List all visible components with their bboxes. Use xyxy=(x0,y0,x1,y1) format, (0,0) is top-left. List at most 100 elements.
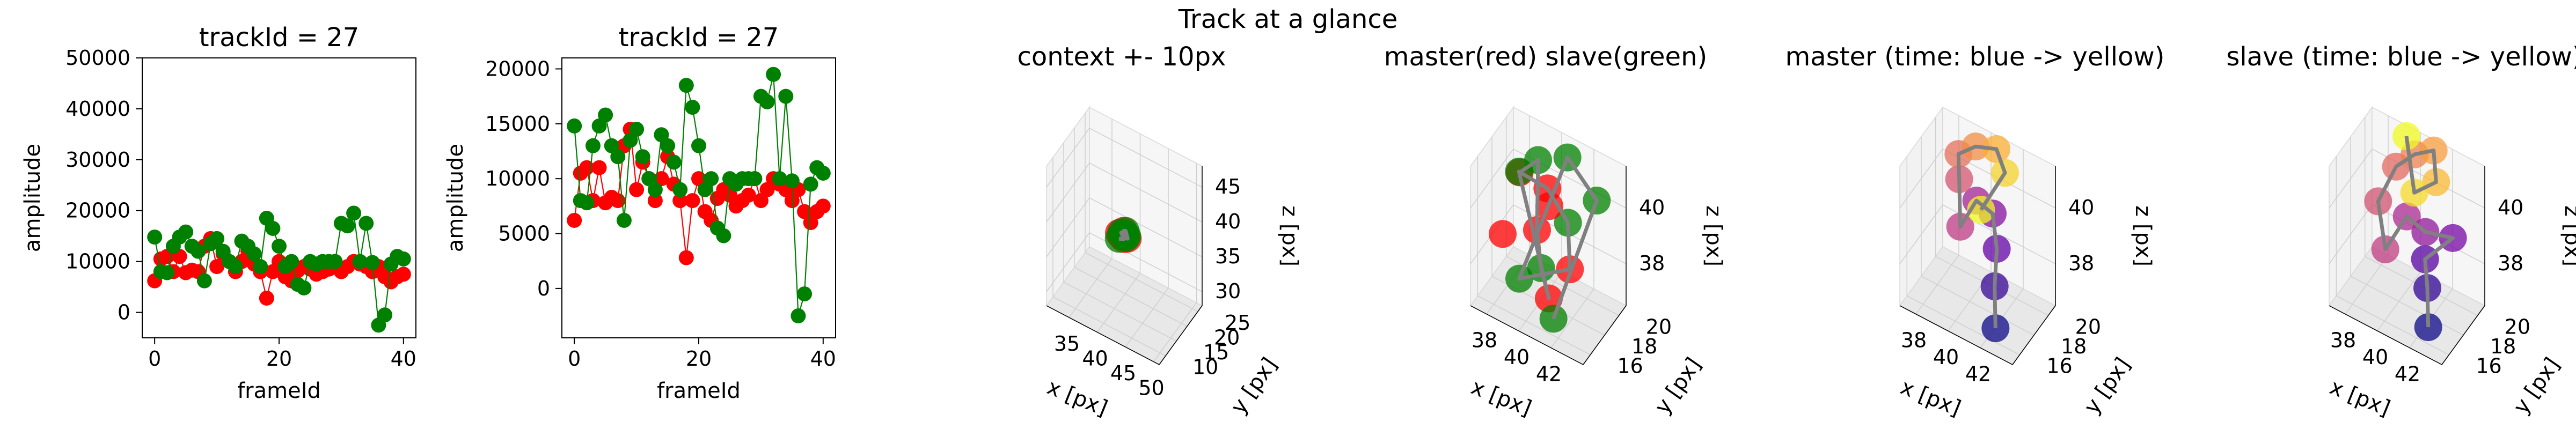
chart4-x-axis-label: x [px] xyxy=(1468,375,1535,421)
chart2-slave-point xyxy=(685,100,700,115)
chart2-master-point xyxy=(753,193,769,209)
chart2-x-tick-label: 40 xyxy=(810,347,836,371)
chart5-y-tick-label: 18 xyxy=(2061,335,2087,358)
chart4-point xyxy=(1489,220,1517,248)
chart2-y-axis-label: amplitude xyxy=(443,144,468,252)
chart6-y-axis-label: y [px] xyxy=(2509,353,2565,419)
chart3-x-axis-label: x [px] xyxy=(1044,375,1111,421)
chart2-y-tick-label: 20000 xyxy=(485,57,550,80)
chart5-x-tick-label: 42 xyxy=(1965,363,1991,386)
chart3-y-tick-label: 20 xyxy=(1214,326,1240,350)
chart2-y-tick-label: 5000 xyxy=(498,222,550,246)
chart2-slave-point xyxy=(791,308,806,324)
chart1-slave-point xyxy=(377,307,393,323)
chart4-x-tick-label: 42 xyxy=(1536,363,1562,386)
chart2-slave-point xyxy=(697,182,713,197)
chart4-x-tick-label: 40 xyxy=(1504,345,1529,369)
chart6-z-tick-label: 38 xyxy=(2498,252,2523,275)
chart4-z-tick-label: 38 xyxy=(1639,252,1665,275)
chart2-master-point xyxy=(722,187,737,203)
chart1-y-tick-label: 0 xyxy=(118,301,130,324)
chart1-x-tick-label: 20 xyxy=(266,347,292,371)
chart1-slave-point xyxy=(284,254,299,269)
chart3-x-axis-line xyxy=(1046,305,1160,365)
chart1-slave-point xyxy=(178,224,194,240)
chart2-master-point xyxy=(784,193,800,209)
chart4-y-axis-label: y [px] xyxy=(1650,353,1707,419)
chart1-slave-point xyxy=(228,259,243,275)
chart3-z-tick-label: 45 xyxy=(1215,175,1241,198)
figure-suptitle: Track at a glance xyxy=(1178,4,1398,34)
chart4-y-grid xyxy=(1477,156,1591,356)
chart1-slave-point xyxy=(346,205,362,221)
chart6-y-grid xyxy=(2364,117,2478,316)
chart1-x-axis-label: frameId xyxy=(237,379,321,403)
chart1-slave-point xyxy=(327,254,343,269)
chart6-title: slave (time: blue -> yellow) xyxy=(2226,42,2576,72)
chart4-y-grid xyxy=(1491,137,1605,336)
chart6-x-tick-label: 40 xyxy=(2362,345,2388,369)
chart1-y-tick-label: 30000 xyxy=(65,148,130,172)
chart3-z-grid xyxy=(1046,128,1203,188)
chart1-y-tick-label: 40000 xyxy=(65,97,130,121)
chart5-z-axis-label: z [px] xyxy=(2131,205,2155,267)
chart4-x-tick-label: 38 xyxy=(1472,329,1497,352)
chart2-master-point xyxy=(591,160,607,175)
chart2-master-point xyxy=(654,171,669,187)
chart2-slave-point xyxy=(772,171,787,187)
chart6-x-tick-label: 42 xyxy=(2395,363,2420,386)
chart1-x-tick-label: 40 xyxy=(391,347,416,371)
chart3-x-tick-label: 45 xyxy=(1110,361,1136,385)
chart4-track-line xyxy=(1517,156,1599,320)
chart5-y-tick-label: 16 xyxy=(2046,354,2072,378)
chart5-title: master (time: blue -> yellow) xyxy=(1785,42,2165,72)
chart5-y-axis-label: y [px] xyxy=(2080,353,2136,419)
chart1-master-point xyxy=(259,290,274,306)
chart1-slave-point xyxy=(159,265,175,280)
chart3-x-grid xyxy=(1153,163,1197,362)
chart3-y-grid xyxy=(1063,143,1177,342)
chart3-x-grid xyxy=(1096,134,1141,332)
chart6-y-grid xyxy=(2336,156,2449,356)
chart3-x-tick-label: 35 xyxy=(1054,332,1080,356)
chart2-master-point xyxy=(629,182,645,197)
chart3-title: context +- 10px xyxy=(1018,42,1226,72)
chart1-plot-frame xyxy=(142,57,416,338)
chart3-z-grid xyxy=(1046,232,1203,292)
chart2-slave-point xyxy=(678,78,694,93)
chart5-z-grid xyxy=(1899,204,2056,264)
chart2-slave-point xyxy=(610,149,626,165)
chart5-x-tick-label: 38 xyxy=(1901,329,1927,352)
chart2-master-point xyxy=(672,193,688,209)
chart2-slave-point xyxy=(654,127,669,143)
chart6-track-line xyxy=(2376,136,2455,328)
chart6-x-axis-line xyxy=(2329,305,2442,365)
chart1-slave-point xyxy=(209,231,225,246)
chart2-slave-point xyxy=(747,171,763,187)
chart3-y-axis-label: y [px] xyxy=(1226,353,1283,419)
chart2-slave-point xyxy=(766,66,781,82)
chart1-master-point xyxy=(209,259,225,275)
chart2-slave-point xyxy=(647,182,663,197)
chart5-x-axis-label: x [px] xyxy=(1897,375,1964,421)
chart2-slave-point xyxy=(616,212,632,228)
chart6-y-tick-label: 16 xyxy=(2476,354,2501,378)
chart2-slave-point xyxy=(704,171,719,187)
chart2-master-point xyxy=(815,198,831,214)
chart2-slave-point xyxy=(815,165,831,181)
chart1-slave-point xyxy=(253,259,268,275)
chart2-slave-point xyxy=(778,88,794,104)
chart5-x-axis-line xyxy=(1899,305,2013,365)
chart2-slave-point xyxy=(598,107,613,123)
chart3-y-tick-label: 15 xyxy=(1203,341,1229,364)
chart2-x-tick-label: 20 xyxy=(686,347,712,371)
chart2-master-point xyxy=(759,182,775,197)
chart2-x-tick-label: 0 xyxy=(568,347,581,371)
chart1-master-point xyxy=(396,267,411,282)
chart3-z-tick-label: 30 xyxy=(1215,279,1241,303)
chart4-z-grid xyxy=(1470,204,1627,264)
chart2-slave-point xyxy=(716,228,731,243)
chart3-z-tick-label: 35 xyxy=(1215,245,1241,268)
chart3-y-tick-label: 10 xyxy=(1192,356,1218,379)
chart2-slave-point xyxy=(641,171,657,187)
